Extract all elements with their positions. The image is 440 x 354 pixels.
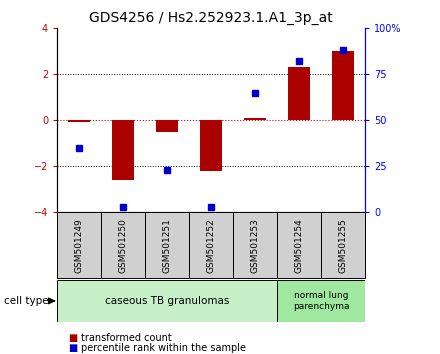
Text: GSM501251: GSM501251: [163, 218, 172, 273]
Bar: [277, 280, 365, 322]
Text: GSM501253: GSM501253: [251, 218, 260, 273]
Text: GSM501254: GSM501254: [295, 218, 304, 273]
Text: GSM501252: GSM501252: [207, 218, 216, 273]
Bar: [112, 120, 134, 180]
Text: normal lung
parenchyma: normal lung parenchyma: [293, 291, 349, 310]
Text: ■: ■: [68, 333, 77, 343]
Bar: [156, 120, 178, 132]
Bar: [200, 120, 222, 171]
Bar: [68, 120, 90, 122]
Bar: [145, 212, 189, 278]
Bar: [189, 212, 233, 278]
Text: percentile rank within the sample: percentile rank within the sample: [81, 343, 246, 353]
Bar: [277, 212, 321, 278]
Bar: [321, 212, 365, 278]
Text: GSM501255: GSM501255: [339, 218, 348, 273]
Bar: [101, 212, 145, 278]
Bar: [57, 280, 277, 322]
Bar: [57, 212, 101, 278]
Bar: [233, 212, 277, 278]
Text: GSM501249: GSM501249: [75, 218, 84, 273]
Bar: [332, 51, 354, 120]
Bar: [244, 118, 266, 120]
Text: GSM501250: GSM501250: [119, 218, 128, 273]
Bar: [288, 67, 310, 120]
Text: ■: ■: [68, 343, 77, 353]
Title: GDS4256 / Hs2.252923.1.A1_3p_at: GDS4256 / Hs2.252923.1.A1_3p_at: [89, 11, 333, 24]
Text: transformed count: transformed count: [81, 333, 172, 343]
Text: caseous TB granulomas: caseous TB granulomas: [105, 296, 229, 306]
Text: cell type: cell type: [4, 296, 49, 306]
